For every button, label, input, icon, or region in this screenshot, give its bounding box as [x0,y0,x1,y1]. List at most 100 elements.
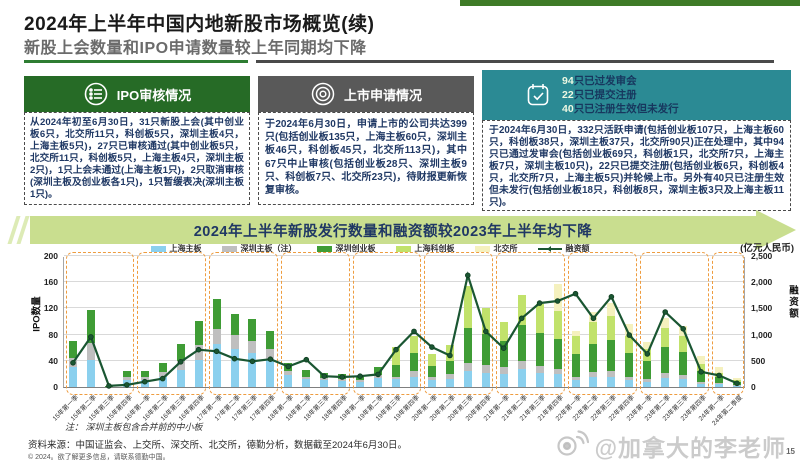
bar-segment [248,318,257,341]
year-group-box [639,252,709,395]
legend-item: 深圳创业板 [316,243,376,254]
bar-segment [302,376,311,380]
bar-segment [697,382,706,385]
line-marker [88,334,94,340]
bar-segment [661,373,670,378]
gridline [64,307,744,309]
chart: 0 40 80 120 160 200 0 500 1,000 1,500 2,000 2,500 15… [32,251,798,427]
bar-segment [517,295,526,325]
bar-segment [481,372,490,387]
bar-segment [643,381,652,387]
left-axis-tick: 200 [43,251,58,261]
line-marker [500,345,507,351]
bar-segment [409,352,418,372]
financing-line-chart [70,271,740,389]
legend-swatch [221,245,237,252]
line-marker [447,352,453,359]
page-number: 15 [786,447,795,456]
banner-text: 2024年上半年新股发行数量和融资额较2023年上半年均下降 [193,223,593,240]
bar-segment [625,376,634,381]
bar-segment [445,373,454,380]
bar-segment [625,335,634,353]
bar-segment [302,369,311,377]
bar-segment [427,380,436,387]
bar-segment [230,313,239,336]
bar-segment [697,370,706,383]
pipeline-stat-line: 40只已注册生效但未发行 [562,103,679,116]
bar-segment [409,376,418,387]
top-accent-bar [460,0,800,6]
year-group-box [711,252,745,395]
panel-ipo-review: IPO审核情况 从2024年初至6月30日，31只新股上会(其中创业板6只，北交… [24,76,250,205]
watermark-text: @加拿大的李老师 [594,435,786,461]
line-marker [321,373,328,379]
bar-segment [86,359,95,387]
bar-segment [284,375,293,387]
bar-segment [607,371,616,377]
bar-segment [625,352,634,377]
bar-segment [517,368,526,387]
right-axis-tick: 1,500 [751,303,773,314]
bar-segment [194,359,203,387]
bar-segment [499,373,508,387]
right-axis-title: 融资额 [787,285,798,320]
line-marker [393,346,399,353]
target-icon [310,81,336,107]
bar-segment [122,377,131,381]
bar-segment [589,371,598,378]
gridline [64,333,744,335]
bar-segment [499,367,508,374]
legend-item: 上海主板 [150,243,202,254]
line-marker [662,309,668,315]
legend-swatch [474,245,490,252]
bar-segment [392,365,401,377]
bar-segment [374,366,383,375]
legend-swatch [150,245,166,252]
bar-segment [715,383,724,385]
page-subtitle: 新股上会数量和IPO申请数量较上年同期均下降 [24,40,367,57]
bar-segment [266,358,275,387]
title-underline-dark [256,60,774,63]
copyright-line: © 2024。欲了解更多信息，请联系德勤中国。 [28,454,170,461]
legend-swatch [395,245,411,252]
bar-segment [445,379,454,387]
line-marker [429,344,435,350]
left-axis-tick: 40 [48,355,58,366]
line-marker [339,374,346,380]
pipeline-stat-line: 22只已提交注册 [562,88,637,101]
gridline [64,281,744,283]
bar-segment [212,329,221,345]
banner: 2024年上半年新股发行数量和融资额较2023年上半年均下降 [30,216,756,244]
bar-segment [517,324,526,361]
legend-item: 上海科创板 [395,243,455,254]
source-line: 资料来源：中国证监会、上交所、深交所、北交所，德勤分析，数据截至2024年6月3… [28,440,407,451]
bar-segment [230,335,239,350]
bar-segment [535,372,544,387]
line-marker [231,355,238,362]
year-group-box [568,252,637,395]
bar-segment [553,284,562,312]
pipeline-stats: 94只已过发审会 22只已提交注册 40只已注册生效但未发行 [562,74,679,117]
bar-segment [176,369,185,387]
watermark: @加拿大的李老师 [555,429,786,463]
bar-segment [176,344,185,361]
bar-segment [427,376,436,381]
bar-segment [302,379,311,387]
line-marker [716,372,722,379]
bar-segment [589,321,598,345]
line-marker [213,348,220,355]
bar-segment [392,347,401,366]
title-underline-green [24,60,248,63]
line-marker [590,315,597,322]
bar-segment [553,368,562,374]
line-marker [123,382,130,388]
bar-segment [409,371,418,377]
bar-segment [535,366,544,373]
bar-segment [661,328,670,348]
bar-segment [248,352,257,387]
line-marker [249,358,256,365]
legend-item: 深圳主板（注） [221,243,297,254]
bar-segment [607,376,616,387]
panel-ipo-review-body: 从2024年初至6月30日，31只新股上会(其中创业板6只，北交所11只，科创板… [24,112,250,205]
bar-segment [248,340,257,353]
